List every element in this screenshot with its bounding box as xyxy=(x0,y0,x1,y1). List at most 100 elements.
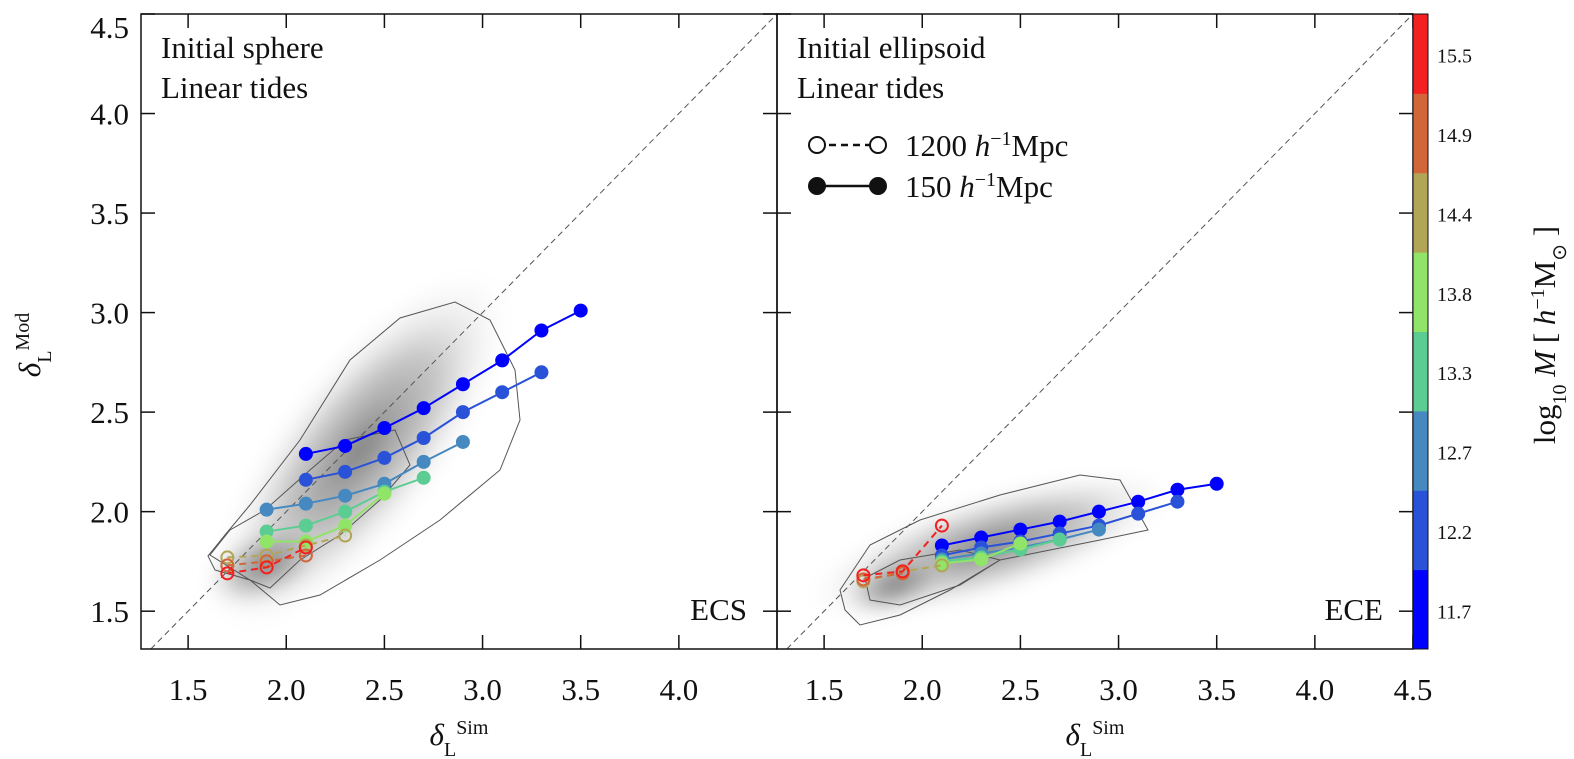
x-tick-label: 2.0 xyxy=(267,672,306,707)
data-point xyxy=(338,464,353,479)
x-tick-label: 4.0 xyxy=(659,672,698,707)
panel-title: Linear tides xyxy=(797,70,944,105)
series-line xyxy=(941,538,1060,563)
colorbar-tick-label: 12.7 xyxy=(1437,443,1472,465)
series-line xyxy=(305,309,582,455)
label-part: h xyxy=(975,128,991,163)
label-part: 1200 xyxy=(905,128,975,163)
data-point xyxy=(298,472,313,487)
label-part: ] xyxy=(1527,226,1562,244)
one-to-one-line xyxy=(150,13,778,650)
data-point xyxy=(1013,536,1028,551)
data-point xyxy=(338,518,353,533)
x-tick-label: 2.0 xyxy=(903,672,942,707)
series-line xyxy=(266,492,386,543)
y-tick-label: 3.5 xyxy=(90,196,129,231)
data-point xyxy=(298,548,313,563)
colorbar-segment xyxy=(1413,490,1428,571)
y-tick-label: 4.0 xyxy=(90,97,129,132)
y-tick-label: 3.0 xyxy=(90,296,129,331)
colorbar-tick-label: 14.4 xyxy=(1437,204,1472,226)
colorbar-tick-label: 13.3 xyxy=(1437,363,1472,385)
label-part: Mod xyxy=(12,313,34,351)
x-tick-label: 1.5 xyxy=(805,672,844,707)
y-tick-label: 2.5 xyxy=(90,395,129,430)
colorbar-label: log10 M [ h−1M⊙ ] xyxy=(1527,226,1571,444)
series-line xyxy=(227,546,307,575)
data-point xyxy=(1170,494,1185,509)
data-point xyxy=(220,550,235,565)
data-point xyxy=(338,488,353,503)
colorbar-segment xyxy=(1413,410,1428,491)
colorbar-tick-label: 15.5 xyxy=(1437,46,1472,68)
colorbar-tick-label: 13.8 xyxy=(1437,284,1472,306)
data-point xyxy=(259,560,274,575)
data-point xyxy=(416,430,431,445)
label-part: δ xyxy=(430,717,445,752)
colorbar-tick-label: 14.9 xyxy=(1437,125,1472,147)
data-point xyxy=(1131,494,1146,509)
data-point xyxy=(495,353,510,368)
colorbar-segment xyxy=(1413,14,1428,94)
panel-title: Linear tides xyxy=(161,70,308,105)
x-tick-label: 3.0 xyxy=(1099,672,1138,707)
colorbar-tick-label: 11.7 xyxy=(1437,601,1471,623)
data-point xyxy=(895,564,910,579)
data-point xyxy=(377,421,392,436)
label-part: h xyxy=(959,169,975,204)
data-point xyxy=(856,568,871,583)
legend-marker xyxy=(869,177,887,195)
panel-title: Initial sphere xyxy=(161,30,324,65)
label-part: M xyxy=(1527,343,1562,384)
data-point xyxy=(338,438,353,453)
data-point xyxy=(974,552,989,567)
label-part: 150 xyxy=(905,169,959,204)
data-point xyxy=(455,405,470,420)
label-part: −1 xyxy=(1527,288,1549,309)
one-to-one-line xyxy=(786,13,1414,650)
data-point xyxy=(338,504,353,519)
data-point xyxy=(1091,504,1106,519)
legend-label: 150 h−1Mpc xyxy=(905,169,1053,204)
legend-label: 1200 h−1Mpc xyxy=(905,128,1068,163)
data-point xyxy=(573,303,588,318)
label-part: −1 xyxy=(975,169,996,191)
data-point xyxy=(534,323,549,338)
x-tick-label: 4.0 xyxy=(1295,672,1334,707)
panel-title: Initial ellipsoid xyxy=(797,30,986,65)
data-point xyxy=(416,470,431,485)
data-point xyxy=(1131,506,1146,521)
y-tick-label: 4.5 xyxy=(90,10,129,45)
x-tick-label: 2.5 xyxy=(365,672,404,707)
colorbar-segment xyxy=(1413,93,1428,174)
label-part: δ xyxy=(1066,717,1081,752)
x-tick-label: 4.5 xyxy=(1394,672,1433,707)
label-part: δ xyxy=(12,362,47,377)
corner-label: ECS xyxy=(690,592,747,627)
colorbar-segment xyxy=(1413,252,1428,332)
label-part: h xyxy=(1527,310,1562,326)
label-part: Mpc xyxy=(996,169,1053,204)
series-line xyxy=(227,534,346,559)
x-tick-label: 3.5 xyxy=(561,672,600,707)
label-part: Mpc xyxy=(1012,128,1069,163)
data-point xyxy=(495,385,510,400)
colorbar-segment xyxy=(1413,331,1428,412)
x-tick-label: 1.5 xyxy=(169,672,208,707)
colorbar-segment xyxy=(1413,569,1428,650)
x-tick-label: 3.5 xyxy=(1197,672,1236,707)
legend-marker xyxy=(869,136,887,154)
label-part: L xyxy=(34,351,56,363)
data-point xyxy=(298,446,313,461)
corner-label: ECE xyxy=(1324,592,1383,627)
data-point xyxy=(534,365,549,380)
data-point xyxy=(220,558,235,573)
y-axis-label: δLMod xyxy=(12,313,56,377)
data-point xyxy=(298,540,313,555)
data-point xyxy=(259,534,274,549)
colorbar-frame xyxy=(1412,13,1429,650)
data-point xyxy=(259,502,274,517)
x-axis-label: δLSim xyxy=(430,717,489,759)
data-point xyxy=(856,572,871,587)
data-point xyxy=(1052,532,1067,547)
